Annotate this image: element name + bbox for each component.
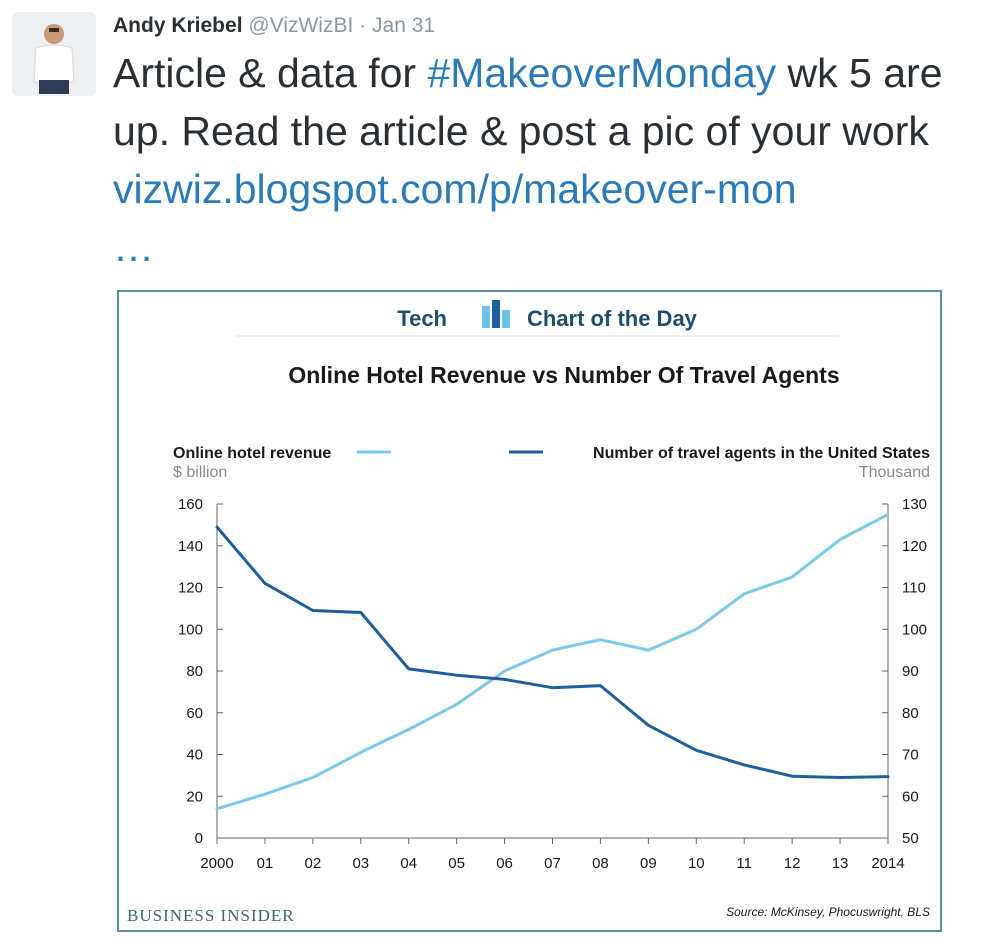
agents-point	[503, 678, 506, 681]
author-handle[interactable]: @VizWizBI	[248, 14, 354, 37]
hashtag-link[interactable]: #MakeoverMonday	[427, 50, 777, 96]
revenue-point	[695, 628, 698, 631]
badge-right: Chart of the Day	[527, 306, 698, 331]
left-tick-label: 100	[178, 621, 203, 638]
brand-logo: BUSINESS INSIDER	[127, 906, 295, 925]
x-tick-label: 12	[784, 855, 801, 872]
x-tick-label: 08	[592, 855, 609, 872]
x-tick-label: 05	[448, 855, 465, 872]
revenue-point	[407, 728, 410, 731]
agents-point	[695, 749, 698, 752]
revenue-point	[263, 792, 267, 796]
tweet-date[interactable]: Jan 31	[372, 14, 436, 37]
x-tick-label: 2014	[871, 855, 904, 872]
left-axis-unit: $ billion	[173, 464, 227, 481]
axis-ticks: 0204060801001201401605060708090100110120…	[178, 496, 927, 872]
revenue-point	[215, 807, 219, 810]
series-lines	[215, 512, 890, 811]
right-tick-label: 80	[902, 705, 919, 722]
tweet-text-part: Article & data for	[113, 50, 428, 96]
header-separator: ·	[359, 14, 367, 37]
revenue-point	[743, 592, 746, 595]
agents-point	[359, 611, 362, 614]
avatar[interactable]	[12, 12, 96, 96]
link-ellipsis[interactable]: …	[113, 224, 154, 270]
left-tick-label: 40	[186, 747, 203, 764]
left-tick-label: 60	[186, 705, 203, 722]
agents-point	[886, 775, 890, 778]
revenue-point	[455, 703, 458, 706]
tweet-header: Andy Kriebel @VizWizBI · Jan 31	[113, 14, 435, 38]
chart-svg: Tech Chart of the Day Online Hotel Reven…	[127, 300, 930, 925]
avatar-image	[12, 12, 96, 96]
agents-point	[838, 776, 842, 779]
tweet-text: Article & data for #MakeoverMonday wk 5 …	[113, 44, 993, 276]
right-tick-label: 70	[902, 747, 919, 764]
agents-point	[647, 724, 650, 727]
tweet-text-part: wk 5 are up. Read the article & post a p…	[113, 50, 943, 154]
agents-point	[455, 673, 458, 677]
x-tick-label: 02	[305, 855, 322, 872]
x-tick-label: 09	[640, 855, 657, 872]
author-name[interactable]: Andy Kriebel	[113, 14, 243, 37]
chart-badge-icon	[482, 300, 510, 328]
agents-point	[407, 667, 410, 671]
revenue-point	[359, 751, 362, 754]
revenue-point	[790, 575, 794, 579]
x-tick-label: 04	[400, 855, 417, 872]
right-tick-label: 130	[902, 496, 927, 513]
agents-point	[790, 775, 794, 778]
revenue-point	[503, 669, 506, 673]
legend-revenue-label: Online hotel revenue	[173, 445, 331, 462]
revenue-point	[647, 648, 650, 652]
left-tick-label: 0	[195, 830, 203, 847]
left-tick-label: 20	[186, 788, 203, 805]
legend-agents-label: Number of travel agents in the United St…	[593, 445, 930, 462]
left-tick-label: 80	[186, 663, 203, 680]
agents-point	[215, 525, 219, 529]
right-tick-label: 50	[902, 830, 919, 847]
revenue-point	[838, 538, 842, 541]
right-tick-label: 110	[902, 580, 926, 597]
agents-point	[551, 686, 554, 689]
revenue-point	[599, 638, 602, 641]
agents-point	[311, 609, 315, 612]
badge-left: Tech	[397, 306, 447, 331]
x-tick-label: 01	[257, 855, 274, 872]
chart-image-card[interactable]: Tech Chart of the Day Online Hotel Reven…	[117, 290, 942, 932]
x-tick-label: 03	[352, 855, 369, 872]
agents-point	[743, 763, 746, 767]
x-tick-label: 06	[496, 855, 513, 872]
revenue-point	[311, 776, 315, 779]
revenue-line	[215, 512, 890, 811]
x-tick-label: 2000	[200, 855, 233, 872]
revenue-point	[886, 513, 890, 516]
source-note: Source: McKinsey, Phocuswright, BLS	[726, 905, 930, 919]
x-tick-label: 10	[688, 855, 705, 872]
left-tick-label: 140	[178, 538, 203, 555]
agents-point	[599, 684, 602, 687]
left-tick-label: 160	[178, 496, 203, 513]
revenue-point	[551, 648, 554, 652]
right-axis-unit: Thousand	[859, 464, 930, 481]
agents-line	[215, 525, 890, 779]
right-tick-label: 100	[902, 621, 927, 638]
right-tick-label: 60	[902, 788, 919, 805]
x-tick-label: 13	[832, 855, 849, 872]
agents-point	[263, 582, 267, 585]
x-tick-label: 07	[544, 855, 561, 872]
x-tick-label: 11	[736, 855, 752, 872]
right-tick-label: 90	[902, 663, 919, 680]
left-tick-label: 120	[178, 580, 203, 597]
chart-title: Online Hotel Revenue vs Number Of Travel…	[288, 362, 839, 388]
right-tick-label: 120	[902, 538, 927, 555]
article-link[interactable]: vizwiz.blogspot.com/p/makeover-mon	[113, 166, 797, 212]
